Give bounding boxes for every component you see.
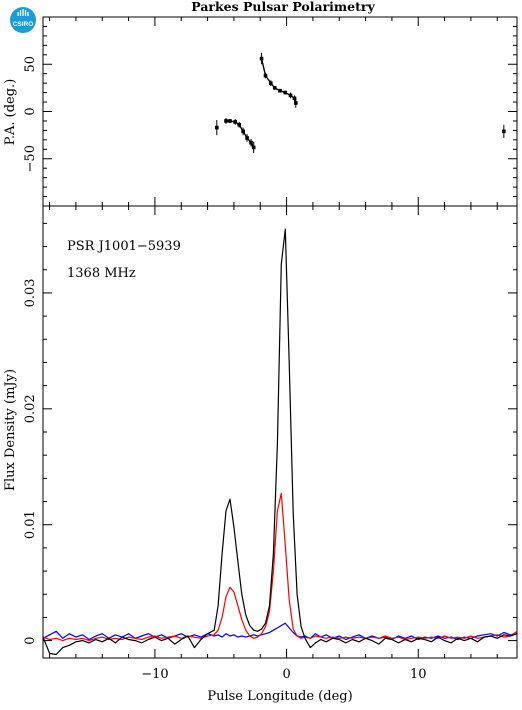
flux-xlabel: Pulse Longitude (deg) [207, 689, 352, 704]
pa-point [224, 119, 228, 123]
pa-point [292, 96, 297, 101]
pa-point [233, 120, 238, 124]
pa-point [278, 88, 282, 93]
pa-point [249, 140, 253, 145]
pa-point [245, 136, 249, 140]
pa-point [502, 129, 506, 134]
flux-ytick-label: 0.03 [23, 278, 38, 307]
annotation-pulsar-name: PSR J1001−5939 [67, 239, 181, 254]
pa-point [228, 119, 232, 123]
flux-ylabel: Flux Density (mJy) [3, 369, 18, 491]
pa-ylabel: P.A. (deg.) [3, 79, 18, 146]
pa-point [241, 129, 245, 134]
flux-ticks: 0 0.01 0.02 0.03 −10 0 10 [23, 206, 517, 682]
chart-title: Parkes Pulsar Polarimetry [191, 0, 375, 14]
annotation-frequency: 1368 MHz [67, 266, 136, 281]
pa-point [215, 125, 219, 130]
pa-point [259, 56, 264, 61]
pa-point [294, 101, 298, 105]
pa-ytick-label: 50 [23, 56, 38, 73]
pa-frame [42, 16, 518, 207]
flux-ytick-label: 0.01 [23, 510, 38, 539]
pa-points [215, 52, 506, 154]
pa-point [251, 145, 256, 150]
linear-polarization-line [42, 492, 518, 642]
pa-point [283, 90, 288, 95]
pa-fit-curves [226, 58, 297, 148]
pa-ticks: 50 0 −50 [23, 17, 517, 206]
total-intensity-line [42, 228, 518, 656]
flux-profile-panel: 0 0.01 0.02 0.03 −10 0 10 PSR J1001−5939 1368 … [3, 205, 518, 704]
pa-point [263, 73, 268, 78]
flux-ytick-label: 0 [23, 636, 38, 644]
pa-point [268, 81, 273, 85]
flux-xtick-label: −10 [141, 667, 168, 682]
position-angle-panel: 50 0 −50 P.A. (deg.) [3, 16, 518, 207]
pa-point [272, 86, 277, 90]
flux-xtick-label: 10 [410, 667, 427, 682]
pa-point [237, 122, 241, 127]
flux-ytick-label: 0.02 [23, 394, 38, 423]
pa-ytick-label: 0 [23, 107, 38, 115]
csiro-logo: CSIRO [10, 7, 36, 33]
flux-series [42, 228, 518, 656]
logo-text: CSIRO [13, 21, 34, 28]
flux-xtick-label: 0 [282, 667, 290, 682]
pa-ytick-label: −50 [23, 145, 38, 172]
pa-point [288, 93, 293, 98]
